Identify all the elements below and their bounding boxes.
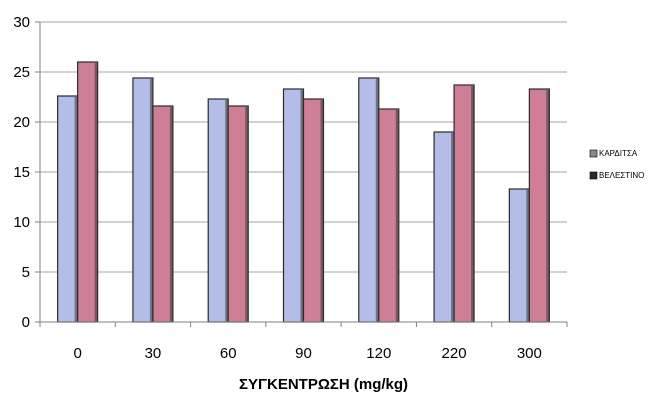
legend: ΚΑΡΔΙΤΣΑ ΒΕΛΕΣΤΙΝΟ xyxy=(589,149,644,180)
x-tick-label: 300 xyxy=(517,345,542,362)
x-tick-label: 30 xyxy=(145,345,162,362)
y-tick-label: 0 xyxy=(22,314,30,331)
y-tick-label: 30 xyxy=(13,14,30,31)
y-tick-label: 5 xyxy=(22,264,30,281)
bar-shadow xyxy=(300,90,303,322)
legend-label: ΒΕΛΕΣΤΙΝΟ xyxy=(599,171,644,180)
legend-label: ΚΑΡΔΙΤΣΑ xyxy=(599,149,638,158)
bar-shadow xyxy=(451,133,454,322)
bar-shadow xyxy=(526,190,529,322)
y-tick-label: 20 xyxy=(13,114,30,131)
y-axis-ticks: 0 5 10 15 20 25 30 xyxy=(13,14,40,331)
x-axis-title: ΣΥΓΚΕΝΤΡΩΣΗ (mg/kg) xyxy=(239,376,408,393)
y-tick-label: 10 xyxy=(13,214,30,231)
bar-shadow xyxy=(74,97,78,322)
legend-swatch xyxy=(589,171,598,180)
bar-shadow xyxy=(546,90,549,322)
bar-shadow xyxy=(395,110,399,322)
bar-shadow xyxy=(375,79,379,322)
bars xyxy=(57,61,550,323)
x-tick-label: 0 xyxy=(73,345,81,362)
x-tick-label: 120 xyxy=(366,345,391,362)
bar-series1 xyxy=(57,95,79,323)
x-tick-label: 220 xyxy=(442,345,467,362)
bar-shadow xyxy=(245,107,248,322)
bar-shadow xyxy=(225,100,228,322)
x-axis-ticks: 0 30 60 90 120 220 300 xyxy=(39,322,568,362)
y-tick-label: 25 xyxy=(13,64,30,81)
bar-shadow xyxy=(94,63,98,322)
x-tick-label: 90 xyxy=(295,345,312,362)
bar-shadow xyxy=(149,79,153,322)
bar-shadow xyxy=(169,107,173,322)
bar-shadow xyxy=(471,86,474,322)
y-tick-label: 15 xyxy=(13,164,30,181)
bar-shadow xyxy=(320,100,323,322)
legend-swatch xyxy=(589,149,598,158)
x-tick-label: 60 xyxy=(220,345,237,362)
